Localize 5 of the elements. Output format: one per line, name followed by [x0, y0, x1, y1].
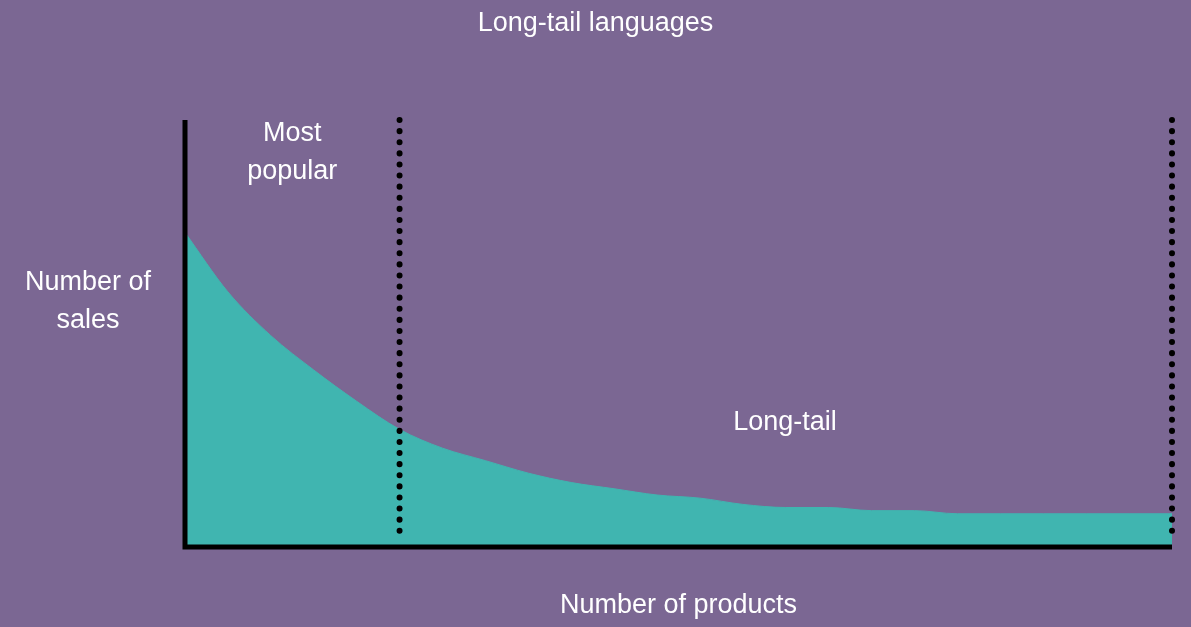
- y-axis-title: Number of sales: [24, 266, 152, 335]
- x-axis-title: Number of products: [559, 589, 798, 620]
- text: Most popular: [247, 117, 338, 186]
- annotation: Long-tail: [733, 406, 837, 437]
- chart-title: Long-tail languages: [477, 7, 714, 38]
